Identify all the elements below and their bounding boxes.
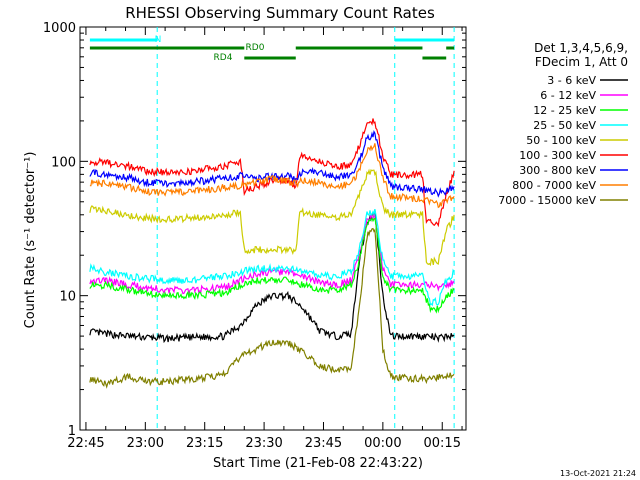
- series-line-3: [89, 208, 455, 307]
- x-tick-label: 00:00: [364, 436, 401, 451]
- legend-entry-label: 300 - 800 keV: [519, 164, 596, 177]
- flag-label-rd4: RD4: [214, 53, 233, 63]
- y-tick-label: 100: [51, 155, 76, 170]
- legend-entry-label: 3 - 6 keV: [547, 74, 596, 87]
- series-line-7: [89, 143, 455, 209]
- y-tick-label: 10: [59, 290, 76, 305]
- legend-entry-label: 25 - 50 keV: [533, 119, 596, 132]
- legend-entry-label: 12 - 25 keV: [533, 104, 596, 117]
- chart-title: RHESSI Observing Summary Count Rates: [125, 4, 435, 22]
- y-tick-label: 1: [68, 424, 76, 439]
- legend-header-line-1: Det 1,3,4,5,6,9,: [534, 41, 628, 55]
- x-tick-label: 23:00: [127, 436, 164, 451]
- series-line-4: [89, 168, 455, 267]
- status-flag-bars: N RD0 RD4: [89, 35, 455, 63]
- legend-header-line-2: FDecim 1, Att 0: [535, 55, 628, 69]
- flag-label-rd0: RD0: [246, 43, 265, 53]
- timestamp: 13-Oct-2021 21:24: [560, 469, 636, 478]
- series-line-2: [89, 216, 455, 314]
- series-line-6: [89, 130, 455, 198]
- legend-entry-label: 7000 - 15000 keV: [498, 194, 596, 207]
- series-line-0: [89, 209, 455, 344]
- plot-frame: [79, 26, 467, 431]
- plot-axes: 1 10 100 1000 22:45 23:00 23:15 23:30 23:45 00:00…: [43, 21, 467, 451]
- x-tick-label: 23:15: [186, 436, 223, 451]
- series-line-1: [89, 212, 455, 296]
- series-lines: [89, 118, 455, 389]
- y-axis-label: Count Rate (s⁻¹ detector⁻¹): [23, 152, 38, 329]
- y-tick-label: 1000: [43, 21, 76, 36]
- x-tick-label: 23:45: [305, 436, 342, 451]
- legend: 3 - 6 keV 6 - 12 keV 12 - 25 keV 25 - 50 ke…: [498, 74, 628, 207]
- series-line-5: [89, 118, 455, 228]
- x-tick-label: 00:15: [424, 436, 461, 451]
- legend-entry-label: 6 - 12 keV: [540, 89, 596, 102]
- x-tick-label: 23:30: [245, 436, 282, 451]
- legend-entry-label: 800 - 7000 keV: [512, 179, 596, 192]
- legend-entry-label: 50 - 100 keV: [526, 134, 596, 147]
- x-axis-label: Start Time (21-Feb-08 22:43:22): [213, 456, 423, 471]
- x-tick-label: 22:45: [67, 436, 104, 451]
- flag-label-n: N: [155, 35, 162, 45]
- legend-entry-label: 100 - 300 keV: [519, 149, 596, 162]
- series-line-8: [89, 227, 455, 389]
